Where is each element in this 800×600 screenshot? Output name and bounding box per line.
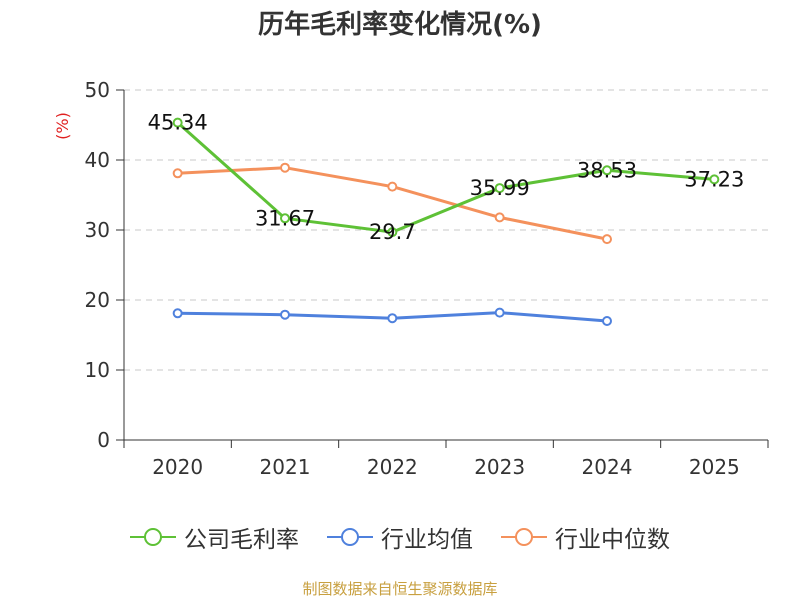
data-point-1-2024 bbox=[602, 316, 612, 326]
legend-item-industry-mean[interactable]: 行业均值 bbox=[327, 520, 473, 554]
data-point-2-2023 bbox=[494, 212, 505, 223]
y-tick-label: 30 bbox=[85, 218, 110, 242]
data-point-2-2020 bbox=[172, 168, 183, 179]
data-point-0-2023 bbox=[494, 183, 505, 194]
legend-item-industry-median[interactable]: 行业中位数 bbox=[501, 520, 670, 554]
data-label-2023: 35.99 bbox=[470, 176, 530, 200]
data-point-1-2020 bbox=[172, 308, 183, 319]
grid-layer bbox=[124, 89, 768, 371]
series-2 bbox=[172, 162, 612, 245]
series-0 bbox=[172, 117, 720, 238]
legend-marker-industry-mean bbox=[327, 528, 373, 546]
series-1 bbox=[172, 307, 612, 326]
data-point-2-2024 bbox=[602, 234, 612, 245]
x-tick-label-2020: 2020 bbox=[152, 455, 203, 479]
data-point-1-2022 bbox=[387, 313, 398, 324]
data-point-1-2023 bbox=[494, 307, 505, 318]
y-tick-label: 50 bbox=[85, 78, 110, 102]
data-point-0-2022 bbox=[387, 227, 398, 238]
legend-marker-industry-median bbox=[501, 528, 547, 546]
y-tick-label: 40 bbox=[85, 148, 110, 172]
x-tick-label-2024: 2024 bbox=[582, 455, 633, 479]
data-point-1-2021 bbox=[280, 309, 290, 320]
source-note: 制图数据来自恒生聚源数据库 bbox=[302, 580, 498, 598]
x-tick-label-2025: 2025 bbox=[689, 455, 740, 479]
data-label-2025: 37.23 bbox=[684, 167, 744, 191]
legend-label-industry-mean: 行业均值 bbox=[381, 527, 473, 553]
y-tick-label: 20 bbox=[85, 288, 110, 312]
x-tick-label-2022: 2022 bbox=[367, 455, 418, 479]
data-point-0-2025 bbox=[709, 174, 720, 185]
data-point-0-2021 bbox=[280, 213, 290, 224]
data-label-layer: 45.34 31.67 29.7 35.99 38.53 37.23 bbox=[148, 111, 745, 244]
y-tick-label: 10 bbox=[85, 358, 110, 382]
legend-item-company[interactable]: 公司毛利率 bbox=[130, 520, 299, 554]
chart-title: 历年毛利率变化情况(%) bbox=[258, 10, 542, 40]
series-line-0 bbox=[176, 121, 715, 234]
data-point-2-2022 bbox=[387, 181, 398, 192]
data-label-2022: 29.7 bbox=[369, 220, 416, 244]
y-tick-label: 0 bbox=[97, 428, 110, 452]
data-label-2020: 45.34 bbox=[148, 111, 208, 135]
x-tick-label-2021: 2021 bbox=[260, 455, 311, 479]
y-axis-label: (%) bbox=[53, 112, 72, 140]
legend-marker-company bbox=[130, 528, 176, 546]
legend-label-company: 公司毛利率 bbox=[184, 527, 299, 553]
data-point-0-2024 bbox=[602, 165, 612, 176]
data-point-2-2021 bbox=[280, 162, 290, 173]
data-label-2024: 38.53 bbox=[577, 158, 637, 182]
legend: 公司毛利率 行业均值 行业中位数 bbox=[0, 520, 800, 554]
series-layer bbox=[172, 117, 720, 326]
legend-label-industry-median: 行业中位数 bbox=[555, 527, 670, 553]
x-tick-label-2023: 2023 bbox=[474, 455, 525, 479]
data-label-2021: 31.67 bbox=[255, 206, 315, 230]
data-point-0-2020 bbox=[172, 117, 183, 128]
axis-layer: 0 10 20 30 40 50 2020 2021 2022 2023 2024 2025 bbox=[85, 78, 769, 479]
